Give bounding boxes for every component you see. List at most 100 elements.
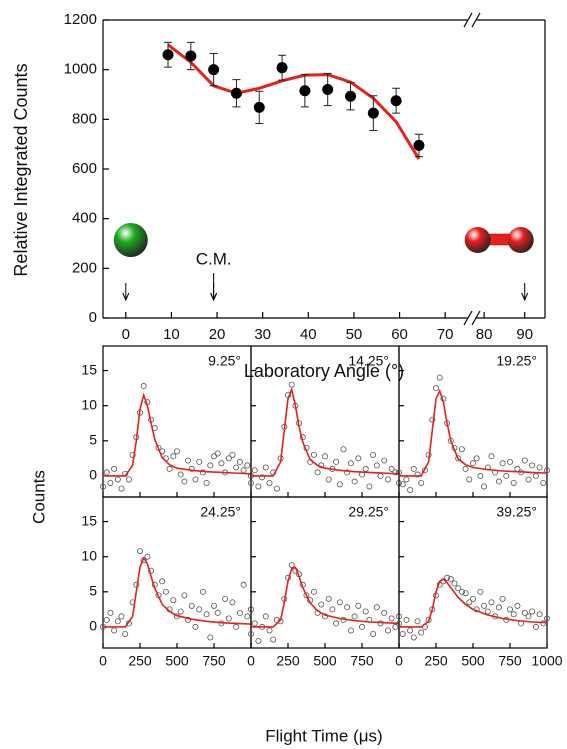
data-point bbox=[521, 609, 528, 616]
data-point bbox=[111, 465, 118, 472]
data-point bbox=[481, 483, 488, 490]
fit-line bbox=[251, 566, 400, 628]
data-point bbox=[488, 599, 495, 606]
fit-line bbox=[167, 43, 421, 160]
data-point bbox=[144, 553, 151, 560]
data-point bbox=[336, 481, 343, 488]
data-point bbox=[159, 578, 166, 585]
data-point bbox=[230, 87, 242, 99]
data-point bbox=[100, 483, 107, 490]
data-point bbox=[192, 476, 199, 483]
axis-break bbox=[471, 12, 481, 28]
data-point bbox=[318, 601, 325, 608]
panel-label: 9.25° bbox=[208, 353, 241, 369]
data-point bbox=[229, 599, 236, 606]
data-point bbox=[185, 616, 192, 623]
x-tick-label: 250 bbox=[128, 653, 152, 669]
data-point bbox=[203, 479, 210, 486]
x-tick-label: 10 bbox=[163, 326, 180, 343]
panel-label: 14.25° bbox=[348, 353, 389, 369]
data-point bbox=[210, 602, 217, 609]
data-point bbox=[276, 62, 288, 74]
data-point bbox=[477, 472, 484, 479]
data-point bbox=[447, 576, 454, 583]
y-tick-label: 10 bbox=[81, 396, 97, 412]
data-point bbox=[266, 627, 273, 634]
data-point bbox=[188, 602, 195, 609]
data-point bbox=[185, 50, 197, 62]
arrow bbox=[521, 283, 529, 302]
y-tick-label: 800 bbox=[72, 110, 97, 127]
data-point bbox=[225, 615, 232, 622]
y-tick-label: 15 bbox=[81, 512, 97, 528]
panel-label: 24.25° bbox=[200, 504, 241, 520]
data-point bbox=[544, 615, 551, 622]
data-point bbox=[251, 620, 258, 627]
data-point bbox=[466, 476, 473, 483]
y-tick-label: 0 bbox=[89, 618, 97, 634]
data-point bbox=[244, 613, 251, 620]
data-point bbox=[344, 604, 351, 611]
data-point bbox=[253, 101, 265, 113]
data-point bbox=[525, 613, 532, 620]
x-tick-label: 0 bbox=[247, 653, 255, 669]
data-point bbox=[499, 595, 506, 602]
data-point bbox=[436, 374, 443, 381]
data-point bbox=[506, 606, 513, 613]
y-tick-label: 5 bbox=[89, 432, 97, 448]
data-point bbox=[495, 604, 502, 611]
x-tick-label: 250 bbox=[424, 653, 448, 669]
data-point bbox=[247, 479, 254, 486]
data-point bbox=[107, 479, 114, 486]
data-point bbox=[370, 630, 377, 637]
y-tick-label: 5 bbox=[89, 583, 97, 599]
data-point bbox=[329, 606, 336, 613]
data-point bbox=[340, 446, 347, 453]
data-point bbox=[521, 457, 528, 464]
data-point bbox=[407, 486, 414, 493]
data-point bbox=[273, 485, 280, 492]
data-point bbox=[251, 467, 258, 474]
axis-break bbox=[463, 12, 473, 28]
y-tick-label: 15 bbox=[81, 361, 97, 377]
data-point bbox=[510, 611, 517, 618]
x-tick-label: 500 bbox=[165, 653, 189, 669]
data-point bbox=[333, 620, 340, 627]
data-point bbox=[207, 634, 214, 641]
data-point bbox=[395, 469, 402, 476]
data-point bbox=[233, 464, 240, 471]
data-point bbox=[413, 139, 425, 151]
data-point bbox=[181, 478, 188, 485]
data-point bbox=[344, 469, 351, 476]
data-point bbox=[288, 381, 295, 388]
x-tick-label: 50 bbox=[346, 326, 363, 343]
data-point bbox=[208, 64, 220, 76]
data-point bbox=[403, 616, 410, 623]
data-point bbox=[129, 451, 136, 458]
y-tick-label: 10 bbox=[81, 547, 97, 563]
data-point bbox=[462, 590, 469, 597]
data-point bbox=[367, 107, 379, 119]
atom bbox=[464, 227, 491, 253]
data-point bbox=[355, 602, 362, 609]
data-point bbox=[532, 472, 539, 479]
data-point bbox=[529, 608, 536, 615]
data-point bbox=[247, 630, 254, 637]
data-point bbox=[410, 465, 417, 472]
data-point bbox=[222, 595, 229, 602]
data-point bbox=[425, 616, 432, 623]
data-point bbox=[118, 485, 125, 492]
data-point bbox=[114, 476, 121, 483]
data-point bbox=[322, 84, 334, 96]
data-point bbox=[321, 453, 328, 460]
data-point bbox=[451, 580, 458, 587]
data-point bbox=[495, 478, 502, 485]
data-point bbox=[414, 471, 421, 478]
data-point bbox=[458, 446, 465, 453]
data-point bbox=[388, 465, 395, 472]
data-point bbox=[103, 469, 110, 476]
data-point bbox=[384, 627, 391, 634]
data-point bbox=[114, 618, 121, 625]
data-point bbox=[429, 416, 436, 423]
